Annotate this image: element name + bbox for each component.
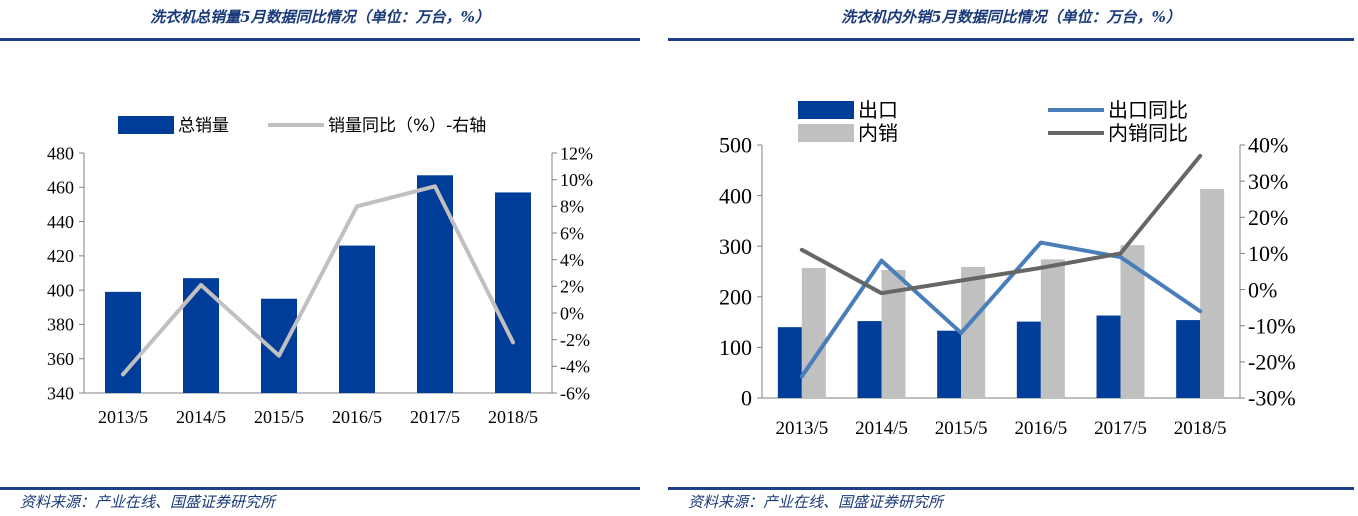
- y2-tick-label: 0%: [560, 303, 584, 323]
- legend-label-4: 内销同比: [1108, 121, 1188, 145]
- y2-tick-label: 2%: [560, 277, 584, 297]
- bar-1-6: [1176, 320, 1201, 398]
- y2-tick-label: 10%: [1248, 241, 1288, 266]
- right-chart-title: 洗衣机内外销5月数据同比情况（单位：万台，%）: [841, 8, 1181, 26]
- right-chart-svg: 0 100 200 300 400 500 -30% -20% -10% 0% 10% 20% 30% 4…: [719, 98, 1296, 439]
- bar-1-1: [777, 327, 802, 398]
- bar-1-3: [937, 330, 962, 398]
- y2-tick-label: -10%: [1248, 313, 1296, 338]
- right-source-note: 资料来源：产业在线、国盛证券研究所: [688, 493, 944, 511]
- y-tick-label: 300: [719, 234, 752, 259]
- bar-2-5: [1120, 245, 1145, 398]
- y2-tick-label: -4%: [560, 357, 590, 377]
- y-tick-label: 460: [47, 178, 74, 198]
- y2-tick-label: 0%: [1248, 277, 1277, 302]
- y-tick-label: 500: [719, 133, 752, 158]
- left-source-rule: [0, 487, 640, 490]
- x-tick-label: 2016/5: [1014, 418, 1067, 439]
- y-tick-label: 400: [47, 280, 74, 300]
- legend-label-1: 总销量: [178, 116, 229, 136]
- x-tick-label: 2015/5: [254, 407, 304, 427]
- bar-1-1: [105, 291, 141, 393]
- legend-swatch-1: [118, 116, 174, 134]
- x-tick-label: 2014/5: [855, 418, 908, 439]
- x-tick-label: 2013/5: [775, 418, 828, 439]
- y-tick-label: 480: [47, 143, 74, 163]
- y-tick-label: 400: [719, 183, 752, 208]
- x-tick-label: 2017/5: [410, 407, 460, 427]
- y-tick-label: 0: [741, 386, 752, 411]
- line-series-2: [121, 184, 515, 377]
- bar-2-1: [801, 267, 826, 398]
- y2-tick-label: 10%: [560, 170, 593, 190]
- y2-tick-label: -6%: [560, 383, 590, 403]
- bar-2-3: [961, 266, 986, 398]
- y-tick-label: 200: [719, 285, 752, 310]
- y2-tick-label: 4%: [560, 250, 584, 270]
- x-tick-label: 2018/5: [1174, 418, 1227, 439]
- y2-tick-label: 20%: [1248, 205, 1288, 230]
- bar-2-4: [1040, 259, 1065, 398]
- bar-1-6: [495, 192, 531, 393]
- x-tick-label: 2018/5: [488, 407, 538, 427]
- legend-label-2: 内销: [858, 121, 898, 145]
- bar-1-5: [1096, 315, 1121, 398]
- y-tick-label: 340: [47, 383, 74, 403]
- left-chart-svg: 340 360 380 400 420 440 460 480 -6% -4% -2% 0% 2% 4% 6…: [47, 116, 593, 427]
- y-tick-label: 380: [47, 315, 74, 335]
- right-source-rule: [668, 487, 1354, 490]
- y2-tick-label: 8%: [560, 197, 584, 217]
- x-tick-label: 2015/5: [935, 418, 988, 439]
- y2-tick-label: -20%: [1248, 350, 1296, 375]
- bar-1-2: [857, 321, 882, 398]
- x-tick-label: 2017/5: [1094, 418, 1147, 439]
- x-tick-label: 2016/5: [332, 407, 382, 427]
- legend-label-1: 出口: [858, 98, 898, 122]
- left-source-note: 资料来源：产业在线、国盛证券研究所: [20, 493, 276, 511]
- y-tick-label: 360: [47, 349, 74, 369]
- y-tick-label: 100: [719, 335, 752, 360]
- y2-tick-label: 30%: [1248, 169, 1288, 194]
- right-chart-panel: 洗衣机内外销5月数据同比情况（单位：万台，%） 0 100 200 300 400 500…: [668, 0, 1354, 516]
- y2-tick-label: 12%: [560, 143, 593, 163]
- legend-label-3: 出口同比: [1108, 98, 1188, 122]
- right-title-rule: [668, 38, 1354, 41]
- legend-label-2: 销量同比（%）-右轴: [328, 116, 486, 136]
- x-tick-label: 2014/5: [176, 407, 226, 427]
- y2-tick-label: -30%: [1248, 386, 1296, 411]
- left-chart-panel: 洗衣机总销量5月数据同比情况（单位：万台，%） 340 360 380 400 420 4…: [0, 0, 640, 516]
- y-tick-label: 440: [47, 212, 74, 232]
- left-chart-title: 洗衣机总销量5月数据同比情况（单位：万台，%）: [150, 8, 490, 26]
- legend-swatch-1: [798, 101, 854, 119]
- bar-1-4: [1016, 321, 1041, 398]
- bar-2-6: [1200, 189, 1225, 398]
- legend-swatch-2: [798, 124, 854, 142]
- y2-tick-label: 40%: [1248, 133, 1288, 158]
- y-tick-label: 420: [47, 246, 74, 266]
- y2-tick-label: -2%: [560, 330, 590, 350]
- bar-1-4: [339, 245, 375, 393]
- y2-tick-label: 6%: [560, 223, 584, 243]
- left-title-rule: [0, 38, 640, 41]
- line-series-4: [799, 153, 1203, 296]
- x-tick-label: 2013/5: [98, 407, 148, 427]
- line-series-3: [799, 240, 1203, 379]
